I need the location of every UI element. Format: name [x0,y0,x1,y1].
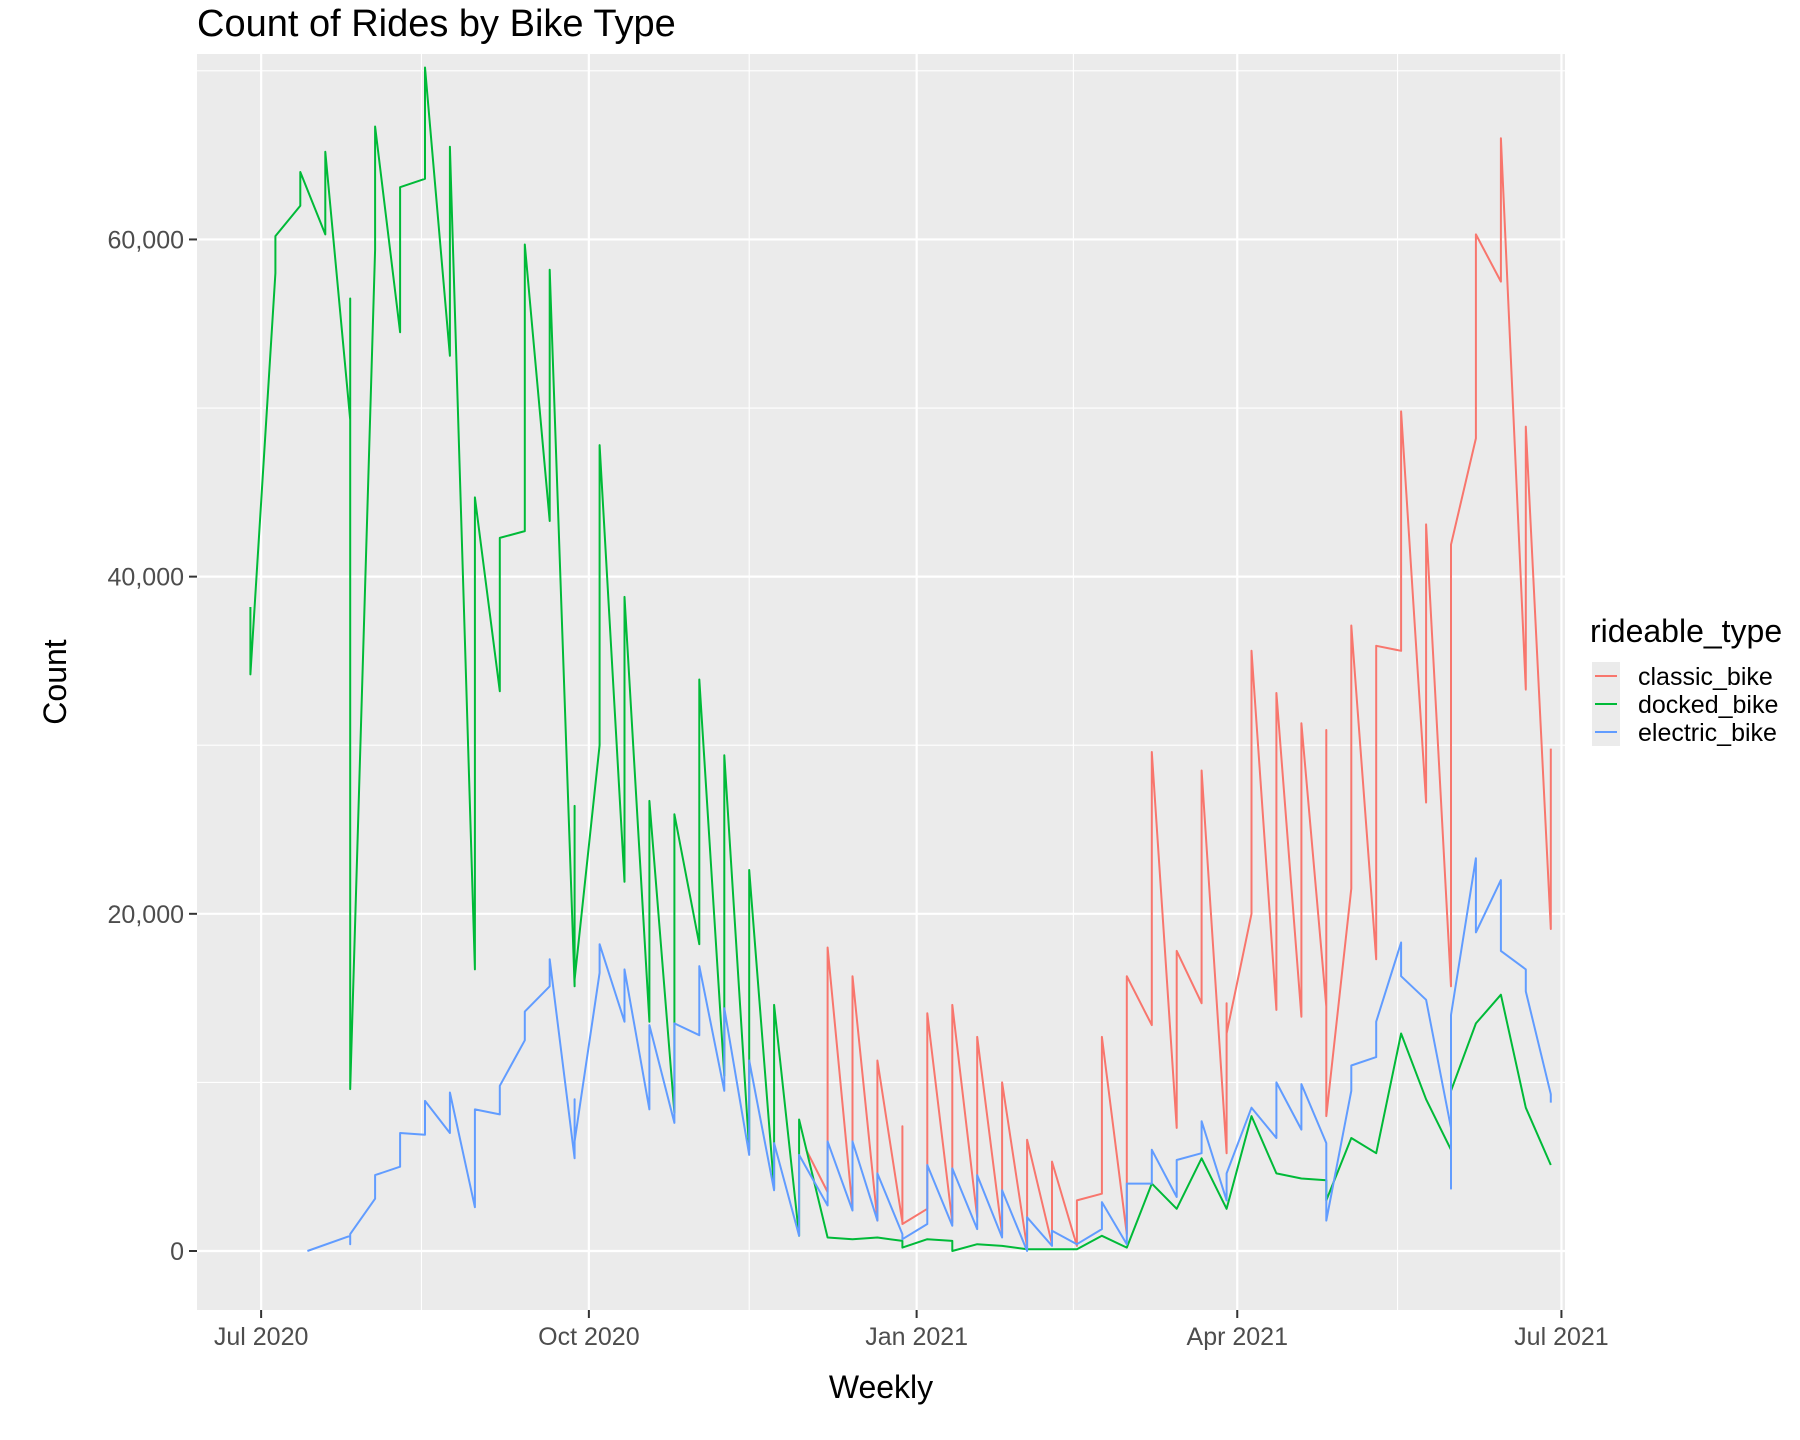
series-line-docked-bike [249,66,1552,1252]
y-tick-label: 20,000 [108,901,184,929]
x-axis-title: Weekly [829,1369,933,1405]
y-tick-label: 40,000 [108,564,184,592]
x-axis: Jul 2020 Oct 2020 Jan 2021 Apr 2021 Jul 2021 [214,1310,1609,1351]
plot-panel [197,54,1565,1310]
y-tick-label: 60,000 [108,226,184,254]
legend-label: classic_bike [1638,663,1773,691]
legend-label: electric_bike [1638,719,1777,747]
x-tick-label: Oct 2020 [538,1323,639,1351]
series-line-electric-bike [307,857,1552,1252]
chart-title: Count of Rides by Bike Type [197,3,676,45]
series-lines [249,66,1552,1252]
major-gridlines [197,54,1565,1310]
x-tick-label: Jul 2020 [214,1323,309,1351]
series-line-classic-bike [805,137,1552,1249]
y-tick-label: 0 [170,1238,184,1266]
legend-title: rideable_type [1590,613,1782,649]
legend-label: docked_bike [1638,691,1778,719]
legend: rideable_type classic_bikedocked_bikeele… [1590,613,1782,747]
x-tick-label: Jan 2021 [865,1323,968,1351]
y-axis-title: Count [37,639,73,725]
x-tick-label: Apr 2021 [1187,1323,1288,1351]
y-axis: 0 20,000 40,000 60,000 [108,226,197,1266]
x-tick-label: Jul 2021 [1514,1323,1609,1351]
